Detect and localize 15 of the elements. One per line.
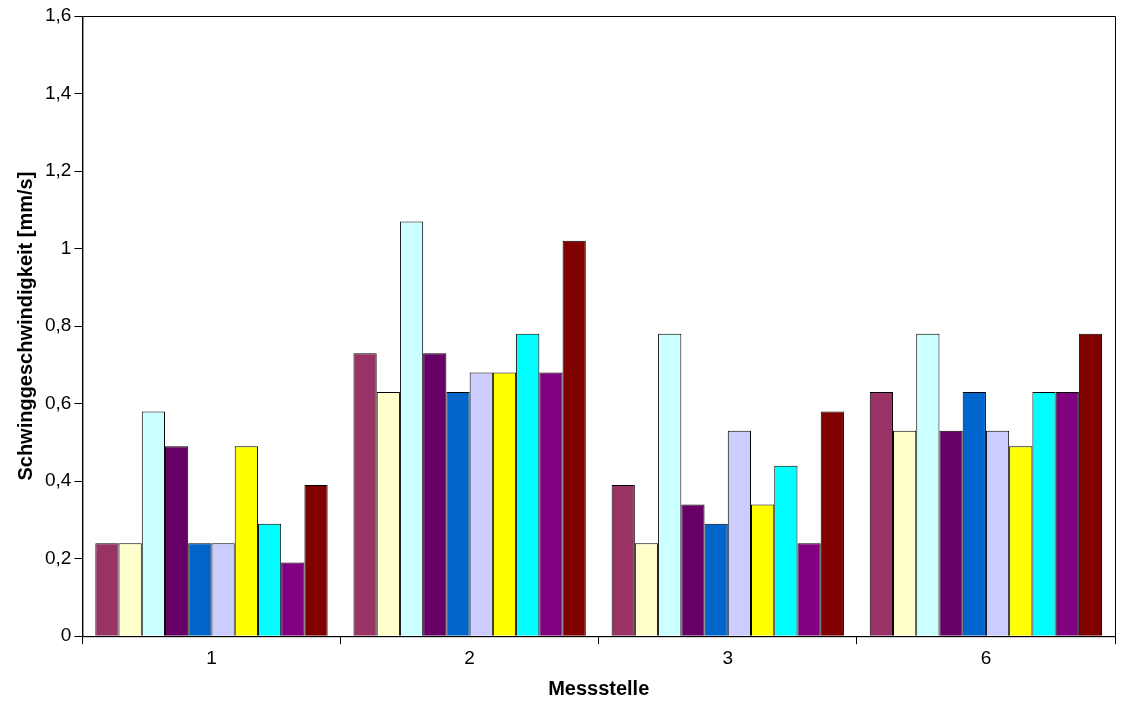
- x-axis-title: Messstelle: [548, 676, 650, 699]
- x-tick-label: 3: [722, 646, 734, 668]
- x-tick-label: 2: [464, 646, 475, 668]
- y-tick-label: 0,6: [44, 391, 72, 413]
- y-tick-label: 1: [60, 236, 72, 258]
- x-tick-label: 1: [206, 646, 217, 668]
- y-tick-label: 0,4: [44, 469, 72, 491]
- y-tick-label: 0,2: [44, 546, 72, 568]
- y-tick-label: 0,8: [44, 314, 72, 336]
- y-tick-label: 1,2: [44, 159, 72, 181]
- y-axis-title: Schwinggeschwindigkeit [mm/s]: [13, 171, 36, 481]
- y-tick-label: 1,6: [44, 4, 72, 26]
- x-tick-label: 6: [980, 646, 992, 668]
- y-tick-label: 1,4: [44, 81, 72, 103]
- y-tick-label: 0: [60, 624, 72, 646]
